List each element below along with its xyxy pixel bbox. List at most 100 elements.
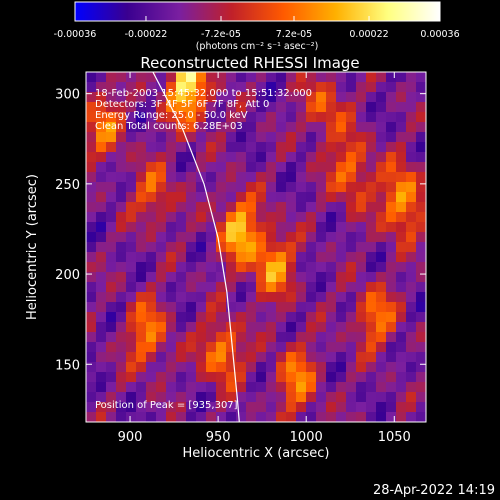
heatmap-cell bbox=[156, 142, 167, 153]
heatmap-cell bbox=[176, 402, 187, 413]
heatmap-cell bbox=[106, 202, 117, 213]
heatmap-cell bbox=[326, 162, 337, 173]
heatmap-cell bbox=[86, 82, 97, 93]
heatmap-cell bbox=[356, 192, 367, 203]
heatmap-cell bbox=[166, 372, 177, 383]
heatmap-cell bbox=[316, 342, 327, 353]
heatmap-cell bbox=[356, 232, 367, 243]
heatmap-cell bbox=[286, 102, 297, 113]
heatmap-cell bbox=[86, 212, 97, 223]
heatmap-cell bbox=[256, 152, 267, 163]
heatmap-cell bbox=[296, 332, 307, 343]
heatmap-cell bbox=[96, 322, 107, 333]
heatmap-cell bbox=[196, 222, 207, 233]
heatmap-cell bbox=[386, 342, 397, 353]
heatmap-cell bbox=[126, 362, 137, 373]
heatmap-cell bbox=[316, 162, 327, 173]
heatmap-cell bbox=[166, 192, 177, 203]
heatmap-cell bbox=[86, 402, 97, 413]
heatmap-cell bbox=[346, 242, 357, 253]
heatmap-cell bbox=[116, 152, 127, 163]
heatmap-cell bbox=[146, 132, 157, 143]
heatmap-cell bbox=[276, 352, 287, 363]
heatmap-cell bbox=[196, 322, 207, 333]
heatmap-cell bbox=[146, 112, 157, 123]
heatmap-cell bbox=[136, 212, 147, 223]
heatmap-cell bbox=[356, 382, 367, 393]
heatmap-cell bbox=[216, 132, 227, 143]
heatmap-cell bbox=[376, 242, 387, 253]
heatmap-cell bbox=[166, 302, 177, 313]
heatmap-cell bbox=[146, 122, 157, 133]
heatmap-cell bbox=[416, 362, 426, 373]
heatmap-cell bbox=[186, 392, 197, 403]
heatmap-cell bbox=[126, 322, 137, 333]
heatmap-cell bbox=[256, 322, 267, 333]
heatmap-cell bbox=[366, 392, 377, 403]
heatmap-cell bbox=[356, 152, 367, 163]
heatmap-cell bbox=[206, 392, 217, 403]
heatmap-cell bbox=[86, 252, 97, 263]
heatmap-cell bbox=[216, 102, 227, 113]
heatmap-cell bbox=[186, 412, 197, 422]
heatmap-cell bbox=[316, 312, 327, 323]
x-tick-label: 1000 bbox=[290, 430, 323, 445]
heatmap-cell bbox=[116, 142, 127, 153]
heatmap-cell bbox=[96, 122, 107, 133]
heatmap-cell bbox=[276, 132, 287, 143]
heatmap-cell bbox=[266, 402, 277, 413]
heatmap-cell bbox=[136, 282, 147, 293]
heatmap-cell bbox=[106, 132, 117, 143]
heatmap-cell bbox=[186, 382, 197, 393]
y-tick-label: 200 bbox=[55, 268, 80, 283]
heatmap-cell bbox=[246, 222, 257, 233]
heatmap-cell bbox=[366, 72, 377, 83]
heatmap-cell bbox=[256, 332, 267, 343]
heatmap-cell bbox=[236, 192, 247, 203]
heatmap-cell bbox=[106, 272, 117, 283]
heatmap-cell bbox=[146, 72, 157, 83]
heatmap-cell bbox=[326, 302, 337, 313]
heatmap-cell bbox=[216, 412, 227, 422]
heatmap-cell bbox=[156, 212, 167, 223]
heatmap-cell bbox=[126, 92, 137, 103]
heatmap-cell bbox=[186, 132, 197, 143]
heatmap-cell bbox=[376, 352, 387, 363]
heatmap-cell bbox=[356, 102, 367, 113]
heatmap-cell bbox=[296, 162, 307, 173]
heatmap-cell bbox=[156, 162, 167, 173]
heatmap-cell bbox=[156, 402, 167, 413]
heatmap-cell bbox=[346, 232, 357, 243]
heatmap-cell bbox=[126, 372, 137, 383]
heatmap-cell bbox=[366, 272, 377, 283]
heatmap-cell bbox=[156, 92, 167, 103]
heatmap-cell bbox=[346, 362, 357, 373]
solar-limb-line bbox=[152, 71, 240, 423]
heatmap-cell bbox=[86, 312, 97, 323]
heatmap-cell bbox=[316, 152, 327, 163]
heatmap-cell bbox=[406, 272, 417, 283]
heatmap-cell bbox=[156, 202, 167, 213]
heatmap-cell bbox=[406, 152, 417, 163]
heatmap-cell bbox=[186, 302, 197, 313]
heatmap-cell bbox=[286, 232, 297, 243]
heatmap-cell bbox=[326, 342, 337, 353]
heatmap-cell bbox=[386, 162, 397, 173]
heatmap-cell bbox=[126, 342, 137, 353]
heatmap-cell bbox=[306, 92, 317, 103]
heatmap-cell bbox=[386, 282, 397, 293]
heatmap-cell bbox=[256, 262, 267, 273]
heatmap-cell bbox=[276, 92, 287, 103]
heatmap-cell bbox=[256, 72, 267, 83]
heatmap-cell bbox=[356, 212, 367, 223]
heatmap-cell bbox=[116, 172, 127, 183]
heatmap-cell bbox=[216, 292, 227, 303]
heatmap-cell bbox=[316, 322, 327, 333]
heatmap-cell bbox=[296, 402, 307, 413]
heatmap-cell bbox=[116, 232, 127, 243]
heatmap-cell bbox=[86, 92, 97, 103]
heatmap-cell bbox=[226, 242, 237, 253]
heatmap-cell bbox=[336, 132, 347, 143]
heatmap-cell bbox=[296, 202, 307, 213]
heatmap-cell bbox=[416, 292, 426, 303]
